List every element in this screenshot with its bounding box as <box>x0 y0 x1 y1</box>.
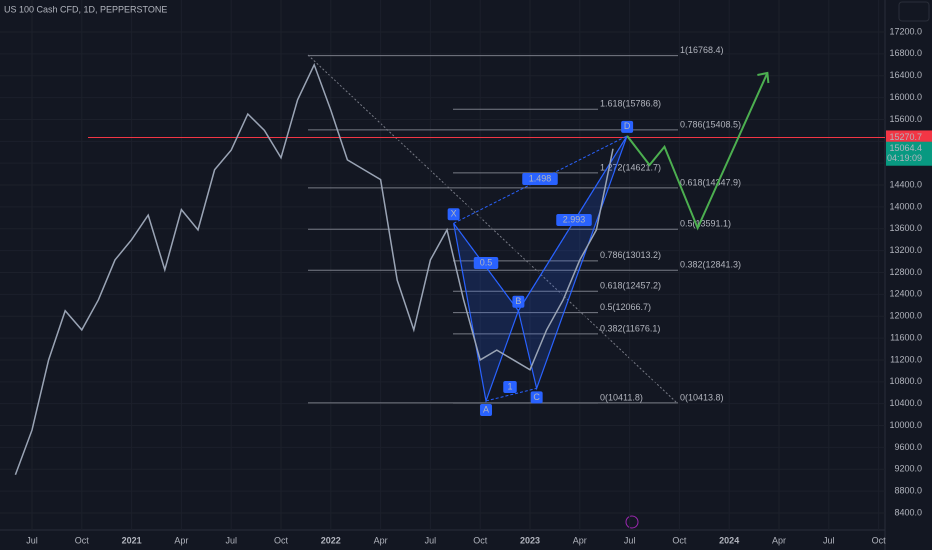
x-tick-label: 2024 <box>719 535 739 545</box>
point-label: C <box>533 392 540 402</box>
fib-label: 0(10411.8) <box>600 392 643 402</box>
x-tick-label: Oct <box>672 535 687 545</box>
last-price-label: 15064.4 <box>889 143 922 153</box>
fib-label: 0.618(12457.2) <box>600 281 661 291</box>
point-label: X <box>451 209 457 219</box>
ratio-tag <box>556 214 592 226</box>
y-tick-label: 10000.0 <box>889 420 922 430</box>
x-tick-label: Apr <box>772 535 786 545</box>
point-label: B <box>515 296 521 306</box>
y-tick-label: 13600.0 <box>889 223 922 233</box>
x-tick-label: Jul <box>26 535 38 545</box>
x-tick-label: Apr <box>374 535 388 545</box>
event-icon[interactable] <box>625 515 639 529</box>
x-tick-label: Oct <box>872 535 887 545</box>
ratio-tag <box>503 381 517 393</box>
fib-label: 1.272(14621.7) <box>600 162 661 172</box>
y-tick-label: 12000.0 <box>889 311 922 321</box>
ratio-label: 1.498 <box>529 173 552 183</box>
x-tick-label: Oct <box>473 535 488 545</box>
fib-label: 0.382(11676.1) <box>600 323 660 333</box>
chart-title: US 100 Cash CFD, 1D, PEPPERSTONE <box>4 4 167 14</box>
price-tag <box>886 130 932 145</box>
x-tick-label: Jul <box>425 535 437 545</box>
ratio-tag <box>473 257 499 269</box>
y-tick-label: 10800.0 <box>889 376 922 386</box>
fib-label: 0.618(14347.9) <box>680 177 741 187</box>
ratio-label: 0.5 <box>480 257 493 267</box>
point-label: A <box>483 404 489 414</box>
point-tag <box>621 120 634 133</box>
ratio-label: 1 <box>507 381 512 391</box>
x-tick-label: 2023 <box>520 535 540 545</box>
fib-label: 0.786(15408.5) <box>680 119 741 129</box>
menu-button[interactable] <box>898 1 930 22</box>
fib-label: 0.5(12066.7) <box>600 302 651 312</box>
y-tick-label: 11600.0 <box>890 332 922 342</box>
y-tick-label: 16000.0 <box>889 92 922 102</box>
x-tick-label: Oct <box>75 535 90 545</box>
y-tick-label: 8400.0 <box>894 507 922 517</box>
y-tick-label: 11200.0 <box>890 354 922 364</box>
x-tick-label: Jul <box>225 535 237 545</box>
y-tick-label: 12800.0 <box>889 267 922 277</box>
y-tick-label: 10400.0 <box>889 398 922 408</box>
ratio-label: 2.993 <box>563 214 586 224</box>
fib-label: 0.382(12841.3) <box>680 260 741 270</box>
arrow-head <box>757 71 770 84</box>
point-tag <box>447 208 460 221</box>
fib-label: 1.618(15786.8) <box>600 99 661 109</box>
point-tag <box>530 391 543 404</box>
x-tick-label: Jul <box>624 535 636 545</box>
y-tick-label: 12400.0 <box>889 289 922 299</box>
y-tick-label: 9600.0 <box>894 442 922 452</box>
x-tick-label: 2021 <box>122 535 142 545</box>
x-tick-label: Apr <box>573 535 587 545</box>
y-tick-label: 15600.0 <box>889 114 922 124</box>
y-tick-label: 14400.0 <box>889 179 922 189</box>
fib-label: 0.5(13591.1) <box>680 219 731 229</box>
pattern-leg <box>485 387 537 402</box>
x-tick-label: Jul <box>823 535 835 545</box>
fib-label: 0(10413.8) <box>680 392 724 402</box>
y-tick-label: 16800.0 <box>889 48 922 58</box>
y-tick-label: 13200.0 <box>889 245 922 255</box>
ratio-tag <box>522 173 558 185</box>
x-tick-label: 2022 <box>321 535 341 545</box>
y-tick-label: 8800.0 <box>894 486 922 496</box>
price-tag-label: 15270.7 <box>889 132 922 142</box>
point-tag <box>512 295 525 308</box>
y-tick-label: 9200.0 <box>894 464 922 474</box>
projection <box>626 72 769 231</box>
x-tick-label: Oct <box>274 535 289 545</box>
y-tick-label: 14000.0 <box>889 201 922 211</box>
countdown-label: 04:19:09 <box>887 153 922 163</box>
y-tick-label: 16400.0 <box>889 70 922 80</box>
fib-label: 1(16768.4) <box>680 45 724 55</box>
x-tick-label: Apr <box>174 535 188 545</box>
fib-label: 0.786(13013.2) <box>600 250 661 260</box>
pattern-leg <box>453 223 519 312</box>
price-series <box>14 62 614 476</box>
point-tag <box>480 403 493 416</box>
point-label: D <box>624 121 631 131</box>
y-tick-label: 17200.0 <box>889 26 922 36</box>
last-price-tag <box>886 141 932 166</box>
